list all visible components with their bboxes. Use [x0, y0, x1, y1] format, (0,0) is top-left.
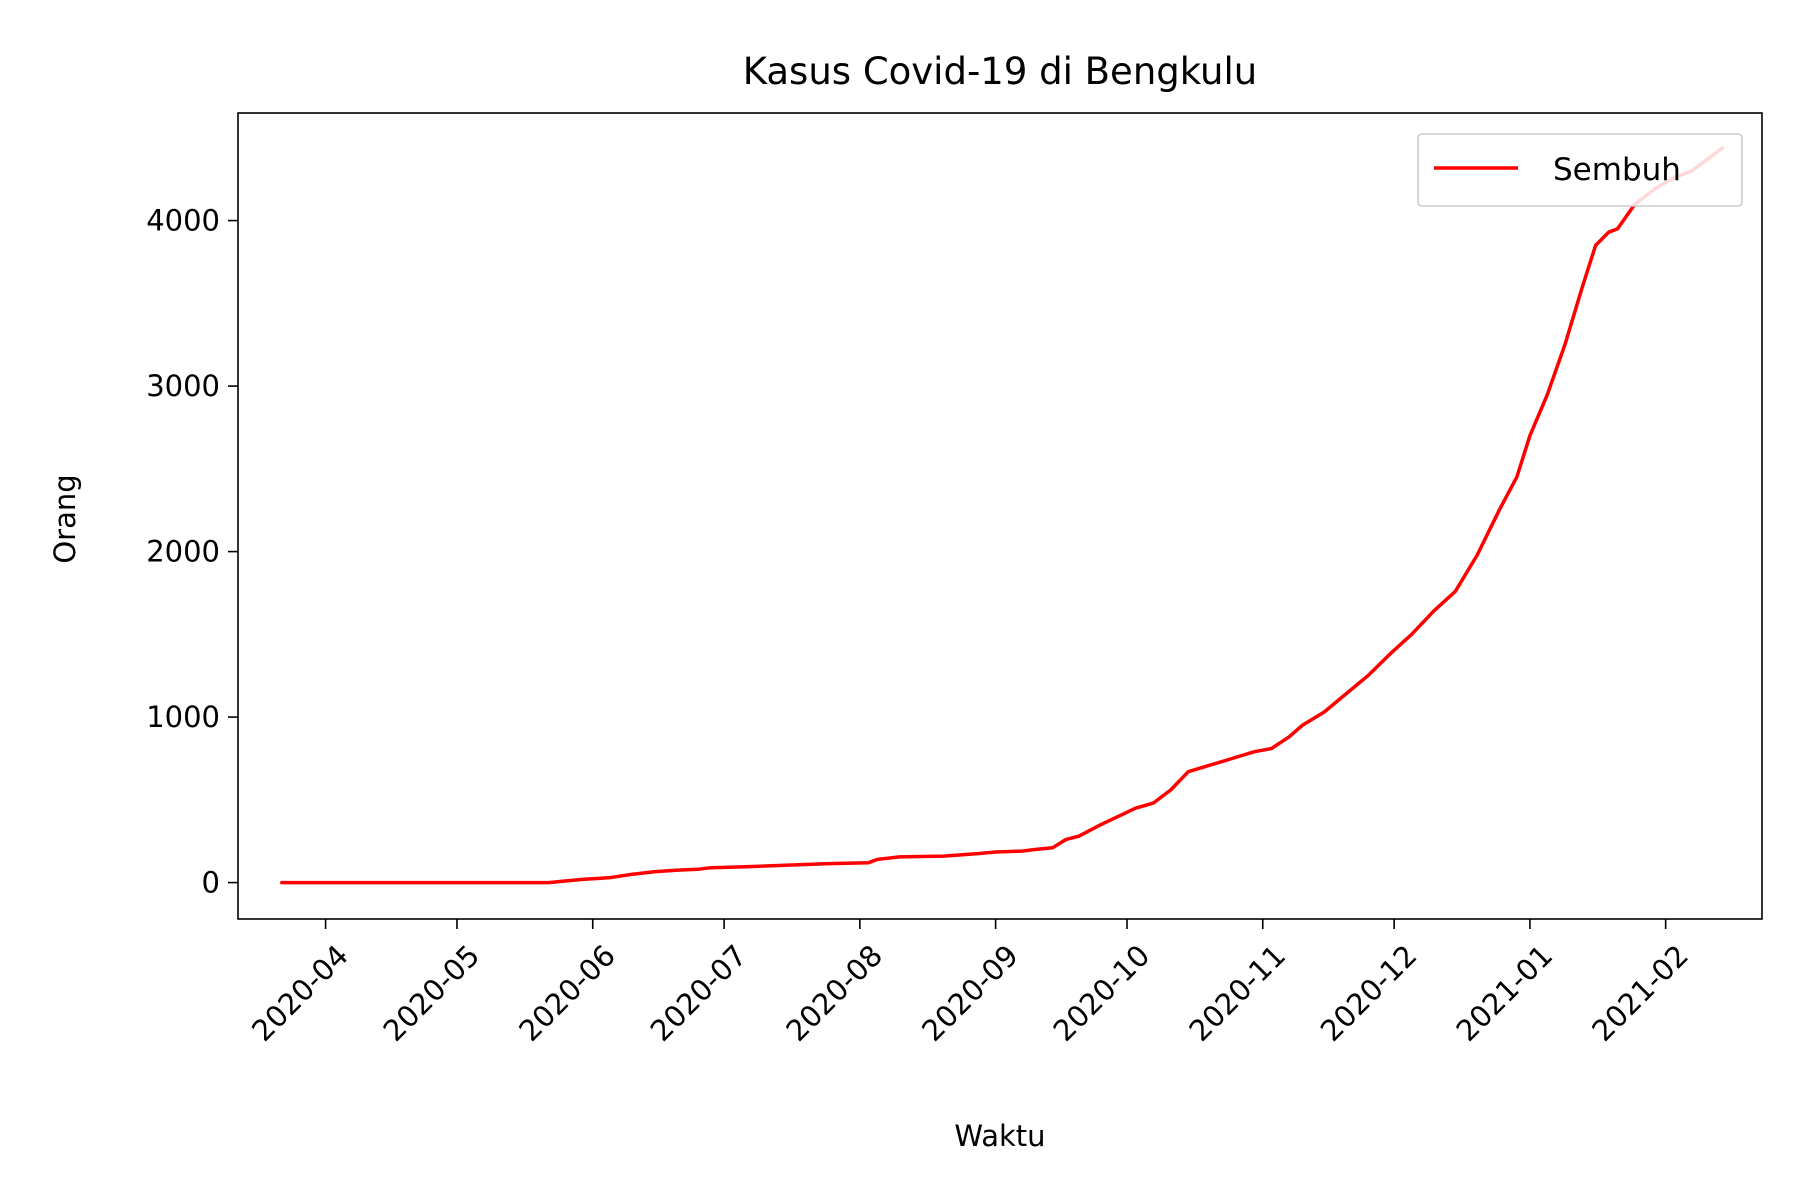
- x-tick-label: 2020-08: [779, 938, 889, 1048]
- x-tick-label: 2020-09: [915, 938, 1025, 1048]
- x-tick-label: 2020-12: [1314, 938, 1424, 1048]
- x-tick-label: 2020-06: [512, 938, 622, 1048]
- legend: Sembuh: [1417, 133, 1743, 207]
- y-tick-label: 3000: [146, 369, 220, 403]
- x-tick-label: 2020-10: [1047, 938, 1157, 1048]
- x-tick-label: 2020-07: [644, 938, 754, 1048]
- y-tick-label: 0: [202, 866, 220, 900]
- x-axis: 2020-04 2020-05 2020-06 2020-07 2020-08 2020-…: [245, 919, 1695, 1048]
- y-axis: 0 1000 2000 3000 4000: [146, 204, 238, 900]
- x-tick-label: 2020-05: [377, 938, 487, 1048]
- x-tick-label: 2020-04: [245, 938, 355, 1048]
- y-tick-label: 2000: [146, 535, 220, 569]
- x-axis-label: Waktu: [954, 1119, 1045, 1153]
- x-tick-label: 2021-02: [1585, 938, 1695, 1048]
- x-tick-label: 2020-11: [1182, 938, 1292, 1048]
- y-axis-label: Orang: [48, 474, 82, 563]
- chart-title: Kasus Covid-19 di Bengkulu: [743, 50, 1257, 93]
- legend-label-sembuh: Sembuh: [1553, 152, 1681, 188]
- x-tick-label: 2021-01: [1449, 938, 1559, 1048]
- series-line-sembuh: [280, 146, 1725, 885]
- y-tick-label: 4000: [146, 204, 220, 238]
- plot-area-frame: [237, 112, 1763, 920]
- y-tick-label: 1000: [146, 700, 220, 734]
- legend-box: [1417, 133, 1743, 207]
